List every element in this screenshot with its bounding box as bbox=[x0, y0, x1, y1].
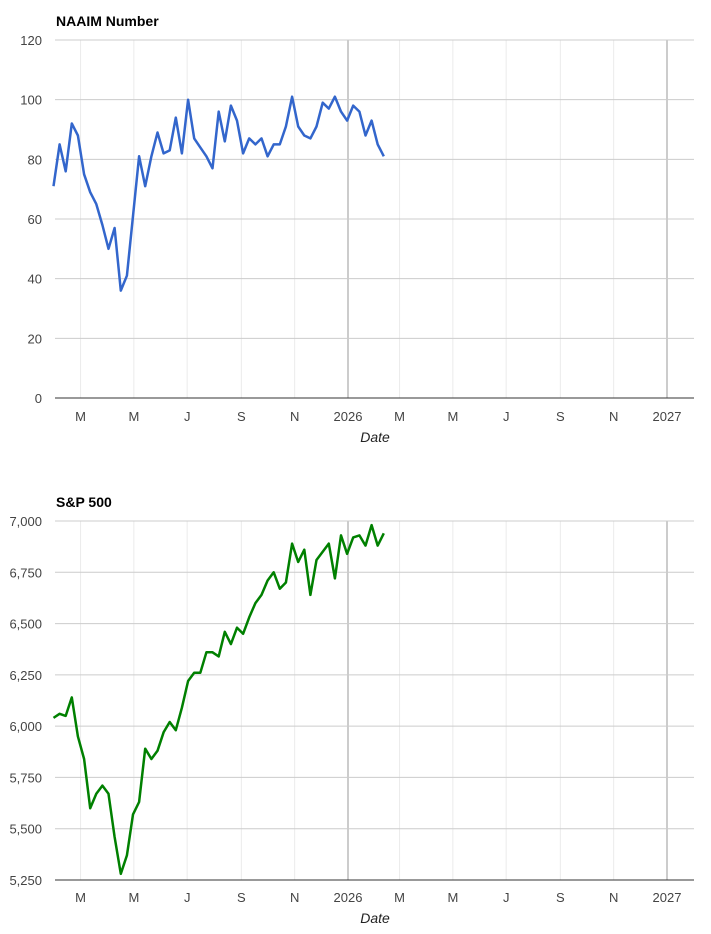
sp500-y-tick-label: 5,500 bbox=[9, 822, 42, 837]
sp500-y-gridlines bbox=[55, 520, 694, 830]
sp500-x-tick-label: S bbox=[237, 890, 246, 905]
naaim-x-tick-label: S bbox=[237, 409, 246, 424]
sp500-x-tick-labels: M M J S N 2026 M M J S N 2027 bbox=[75, 890, 681, 905]
sp500-x-tick-label: J bbox=[184, 890, 191, 905]
sp500-x-tick-label: M bbox=[447, 890, 458, 905]
sp500-chart: S&P 500 5,250 5,500 5,750 6,000 6,250 6,500 6,… bbox=[9, 494, 694, 926]
naaim-x-tick-label: M bbox=[394, 409, 405, 424]
naaim-y-tick-label: 40 bbox=[28, 272, 42, 287]
naaim-x-tick-labels: M M J S N 2026 M M J S N 2027 bbox=[75, 409, 681, 424]
naaim-x-tick-label: M bbox=[75, 409, 86, 424]
naaim-x-tick-label: J bbox=[184, 409, 191, 424]
naaim-x-tick-label: 2027 bbox=[653, 409, 682, 424]
naaim-data-points bbox=[52, 96, 385, 292]
naaim-y-tick-label: 120 bbox=[20, 33, 42, 48]
naaim-y-tick-label: 60 bbox=[28, 212, 42, 227]
naaim-series-line bbox=[52, 95, 385, 292]
naaim-y-tick-label: 20 bbox=[28, 331, 42, 346]
sp500-y-tick-label: 5,250 bbox=[9, 873, 42, 888]
naaim-x-tick-label: N bbox=[609, 409, 618, 424]
naaim-y-tick-label: 100 bbox=[20, 93, 42, 108]
naaim-x-tick-label: M bbox=[128, 409, 139, 424]
sp500-y-tick-labels: 5,250 5,500 5,750 6,000 6,250 6,500 6,750 7,000 bbox=[9, 514, 42, 888]
sp500-x-tick-label: N bbox=[609, 890, 618, 905]
sp500-x-tick-label: M bbox=[394, 890, 405, 905]
naaim-x-tick-label: S bbox=[556, 409, 565, 424]
sp500-y-tick-label: 7,000 bbox=[9, 514, 42, 529]
naaim-y-tick-labels: 0 20 40 60 80 100 120 bbox=[20, 33, 42, 406]
naaim-x-tick-label: 2026 bbox=[334, 409, 363, 424]
sp500-y-tick-label: 5,750 bbox=[9, 770, 42, 785]
sp500-x-tick-label: M bbox=[75, 890, 86, 905]
naaim-x-tick-label: M bbox=[447, 409, 458, 424]
sp500-y-tick-label: 6,750 bbox=[9, 565, 42, 580]
naaim-x-tick-label: J bbox=[503, 409, 510, 424]
sp500-x-tick-label: S bbox=[556, 890, 565, 905]
naaim-y-gridlines bbox=[55, 39, 694, 339]
sp500-x-tick-label: N bbox=[290, 890, 299, 905]
naaim-x-tick-label: N bbox=[290, 409, 299, 424]
sp500-x-axis-title: Date bbox=[360, 910, 390, 926]
sp500-x-gridlines bbox=[80, 521, 668, 880]
sp500-series-line bbox=[52, 523, 385, 876]
sp500-y-tick-label: 6,500 bbox=[9, 617, 42, 632]
naaim-y-tick-label: 0 bbox=[35, 391, 42, 406]
sp500-y-tick-label: 6,000 bbox=[9, 719, 42, 734]
naaim-x-axis-title: Date bbox=[360, 429, 390, 445]
sp500-x-tick-label: 2026 bbox=[334, 890, 363, 905]
sp500-x-tick-label: M bbox=[128, 890, 139, 905]
sp500-chart-title: S&P 500 bbox=[56, 494, 112, 510]
naaim-chart-title: NAAIM Number bbox=[56, 13, 159, 29]
naaim-y-tick-label: 80 bbox=[28, 152, 42, 167]
sp500-y-tick-label: 6,250 bbox=[9, 668, 42, 683]
sp500-x-tick-label: 2027 bbox=[653, 890, 682, 905]
sp500-x-tick-label: J bbox=[503, 890, 510, 905]
